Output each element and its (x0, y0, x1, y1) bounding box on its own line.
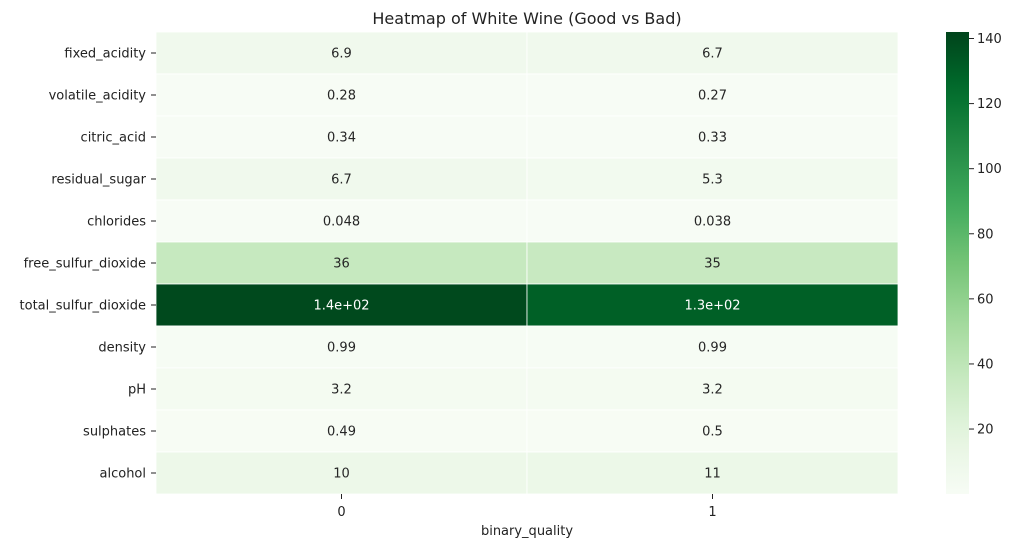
colorbar-tick-label: 60 (977, 292, 994, 307)
row-label: pH (128, 383, 146, 398)
cell-annotation: 35 (704, 257, 721, 272)
row-label: alcohol (100, 467, 146, 482)
heatmap-cell (526, 73, 899, 117)
row-label: sulphates (83, 425, 146, 440)
heatmap-cell (155, 31, 528, 75)
cell-annotation: 0.048 (323, 215, 360, 230)
colorbar-tick-label: 80 (977, 227, 994, 242)
x-axis-label: binary_quality (481, 524, 573, 539)
cell-annotation: 11 (704, 467, 721, 482)
row-label: total_sulfur_dioxide (20, 299, 146, 314)
cell-annotation: 1.4e+02 (313, 299, 369, 314)
heatmap-cell (526, 199, 899, 243)
heatmap-cell (155, 409, 528, 453)
cell-annotation: 0.5 (702, 425, 723, 440)
heatmap-cell (526, 367, 899, 411)
cell-annotation: 10 (333, 467, 350, 482)
heatmap-cell (526, 451, 899, 495)
heatmap-cell (526, 157, 899, 201)
heatmap-cell (155, 115, 528, 159)
cell-annotation: 5.3 (702, 173, 723, 188)
cell-annotation: 0.33 (698, 131, 727, 146)
colorbar-tick-label: 120 (977, 97, 1002, 112)
column-label: 0 (337, 505, 345, 520)
column-label: 1 (708, 505, 716, 520)
heatmap-cell (155, 283, 528, 327)
cell-annotation: 36 (333, 257, 350, 272)
heatmap-cell (526, 283, 899, 327)
row-label: density (98, 341, 146, 356)
heatmap-cells (155, 31, 899, 495)
heatmap-cell (526, 241, 899, 285)
cell-annotation: 0.28 (327, 89, 356, 104)
colorbar-tick-label: 140 (977, 32, 1002, 47)
cell-annotation: 0.49 (327, 425, 356, 440)
colorbar: 20 40 60 80 100 120 140 (946, 32, 1002, 494)
cell-annotation: 6.7 (331, 173, 352, 188)
colorbar-tick-label: 20 (977, 423, 994, 438)
cell-annotation: 0.27 (698, 89, 727, 104)
row-label: citric_acid (81, 131, 146, 146)
heatmap-cell (526, 325, 899, 369)
row-label: volatile_acidity (49, 89, 147, 104)
row-label: free_sulfur_dioxide (24, 257, 146, 272)
colorbar-tick-label: 40 (977, 357, 994, 372)
cell-annotation: 0.99 (327, 341, 356, 356)
cell-annotations: 6.9 6.7 0.28 0.27 0.34 0.33 6.7 5.3 0.048 0.038 36… (313, 47, 740, 482)
cell-annotation: 3.2 (331, 383, 352, 398)
cell-annotation: 3.2 (702, 383, 723, 398)
row-label: residual_sugar (51, 173, 146, 188)
cell-annotation: 0.99 (698, 341, 727, 356)
heatmap-cell (155, 73, 528, 117)
cell-annotation: 0.038 (694, 215, 731, 230)
heatmap-cell (526, 115, 899, 159)
cell-annotation: 6.7 (702, 47, 723, 62)
heatmap-cell (155, 451, 528, 495)
heatmap-cell (526, 409, 899, 453)
colorbar-gradient (946, 32, 969, 494)
row-label: fixed_acidity (64, 47, 146, 62)
row-label: chlorides (87, 215, 146, 230)
cell-annotation: 1.3e+02 (684, 299, 740, 314)
heatmap-cell (155, 367, 528, 411)
row-labels: fixed_acidity volatile_acidity citric_acid… (20, 47, 156, 482)
cell-annotation: 6.9 (331, 47, 352, 62)
heatmap-cell (155, 325, 528, 369)
colorbar-tick-label: 100 (977, 162, 1002, 177)
cell-annotation: 0.34 (327, 131, 356, 146)
chart-title: Heatmap of White Wine (Good vs Bad) (372, 9, 681, 28)
heatmap-cell (526, 31, 899, 75)
